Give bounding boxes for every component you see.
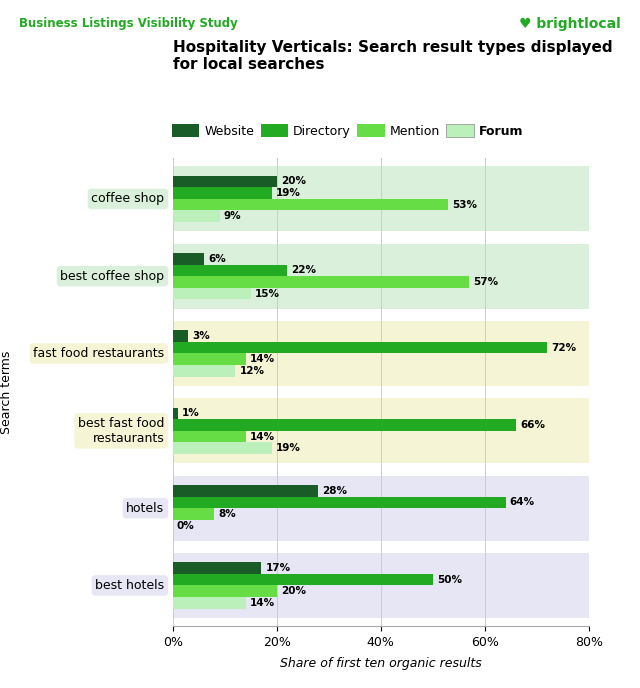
Text: hotels: hotels xyxy=(126,502,164,515)
Bar xyxy=(173,253,204,265)
Bar xyxy=(173,288,251,299)
Bar xyxy=(173,508,214,519)
Text: 17%: 17% xyxy=(266,563,291,573)
Bar xyxy=(173,199,449,211)
Text: 20%: 20% xyxy=(281,586,306,596)
Bar xyxy=(173,354,246,365)
Bar xyxy=(173,442,271,454)
Bar xyxy=(173,485,319,497)
Text: 0%: 0% xyxy=(177,521,195,530)
Text: best coffee shop: best coffee shop xyxy=(61,270,164,283)
Bar xyxy=(173,431,246,442)
Text: 20%: 20% xyxy=(281,176,306,186)
Text: 19%: 19% xyxy=(276,443,301,453)
Text: 6%: 6% xyxy=(208,254,226,264)
Text: 12%: 12% xyxy=(239,366,264,376)
Text: 14%: 14% xyxy=(250,431,275,442)
Text: 72%: 72% xyxy=(552,343,577,353)
Text: fast food restaurants: fast food restaurants xyxy=(33,347,164,360)
Bar xyxy=(173,321,589,386)
Text: coffee shop: coffee shop xyxy=(92,193,164,205)
Text: 64%: 64% xyxy=(510,497,535,507)
Bar xyxy=(173,597,246,609)
Bar xyxy=(173,475,589,541)
Text: 57%: 57% xyxy=(474,277,499,287)
Bar xyxy=(173,562,261,574)
Bar xyxy=(173,585,277,597)
Text: 14%: 14% xyxy=(250,598,275,608)
Text: 66%: 66% xyxy=(520,420,545,430)
Text: best fast food
restaurants: best fast food restaurants xyxy=(78,417,164,445)
Bar xyxy=(173,553,589,618)
Bar xyxy=(173,276,469,288)
Text: 28%: 28% xyxy=(323,486,348,496)
Text: Hospitality Verticals: Search result types displayed for local searches: Hospitality Verticals: Search result typ… xyxy=(173,40,612,72)
Bar xyxy=(173,166,589,231)
Bar xyxy=(173,574,433,585)
Bar xyxy=(173,342,547,354)
Text: 22%: 22% xyxy=(291,266,316,275)
Text: 19%: 19% xyxy=(276,188,301,198)
Bar xyxy=(173,244,589,309)
Text: Search terms: Search terms xyxy=(0,350,13,434)
Text: 1%: 1% xyxy=(182,409,200,418)
Text: 3%: 3% xyxy=(193,331,211,341)
Text: 9%: 9% xyxy=(224,211,241,222)
Text: Business Listings Visibility Study: Business Listings Visibility Study xyxy=(19,17,238,30)
Bar xyxy=(173,497,506,508)
X-axis label: Share of first ten organic results: Share of first ten organic results xyxy=(280,657,482,670)
Text: 14%: 14% xyxy=(250,354,275,364)
Text: 53%: 53% xyxy=(452,200,477,210)
Bar xyxy=(173,330,188,342)
Bar xyxy=(173,407,178,419)
Text: ♥ brightlocal: ♥ brightlocal xyxy=(519,17,621,31)
Bar xyxy=(173,211,220,222)
Bar xyxy=(173,365,236,377)
Bar xyxy=(173,398,589,463)
Text: 8%: 8% xyxy=(219,509,236,519)
Bar xyxy=(173,187,271,199)
Text: 15%: 15% xyxy=(255,288,280,299)
Bar xyxy=(173,419,516,431)
Bar xyxy=(173,265,287,276)
Bar xyxy=(173,175,277,187)
Text: best hotels: best hotels xyxy=(95,579,164,592)
Text: 50%: 50% xyxy=(437,574,462,585)
Legend: Website, Directory, Mention, Forum: Website, Directory, Mention, Forum xyxy=(167,119,528,142)
